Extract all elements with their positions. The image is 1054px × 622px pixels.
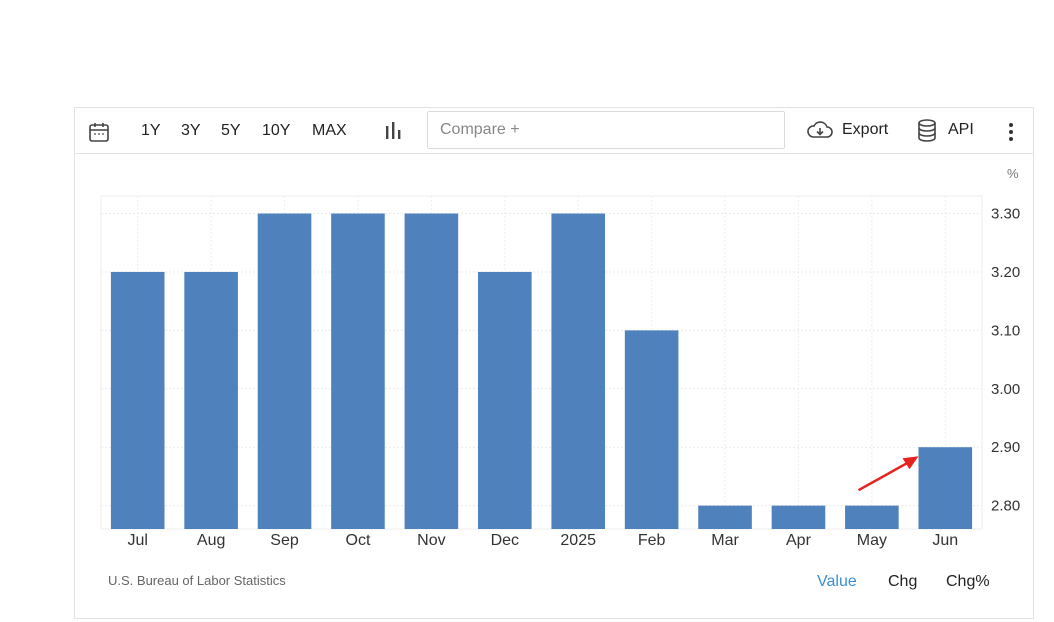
y-tick-label: 3.30	[991, 206, 1020, 223]
bar-feb	[624, 330, 679, 529]
bar-oct	[331, 213, 385, 530]
x-tick-label: Oct	[346, 532, 371, 549]
tab-chg-pct[interactable]: Chg%	[946, 573, 990, 590]
bar-aug	[184, 271, 238, 529]
arrow-head	[902, 456, 919, 470]
x-tick-label: Mar	[711, 532, 739, 549]
x-tick-label: 2025	[560, 532, 596, 549]
source-label: U.S. Bureau of Labor Statistics	[108, 573, 286, 588]
bar-sep	[257, 213, 312, 530]
bar-jul	[110, 271, 165, 529]
range-max-button[interactable]: MAX	[312, 122, 347, 139]
range-3y-button[interactable]: 3Y	[181, 122, 201, 139]
x-axis-labels: Jul Aug Sep Oct Nov Dec 2025 Feb Mar Apr May Jun	[127, 532, 958, 549]
x-tick-label: Jul	[127, 532, 147, 549]
chart-bars	[110, 213, 973, 530]
bar-2025	[551, 213, 606, 530]
x-tick-label: Jun	[932, 532, 958, 549]
api-button[interactable]: API	[948, 121, 974, 138]
y-tick-label: 3.00	[991, 381, 1020, 398]
more-vertical-icon[interactable]	[1003, 121, 1019, 148]
tab-chg[interactable]: Chg	[888, 573, 918, 590]
unit-label: %	[1007, 166, 1019, 181]
x-tick-label: Aug	[197, 532, 225, 549]
range-1y-button[interactable]: 1Y	[141, 122, 161, 139]
x-tick-label: May	[857, 532, 887, 549]
arrow-shaft	[857, 460, 912, 492]
x-tick-label: Feb	[638, 532, 666, 549]
x-tick-label: Apr	[786, 532, 812, 549]
y-tick-label: 2.80	[991, 498, 1020, 515]
bar-may	[845, 505, 899, 529]
x-tick-label: Dec	[491, 532, 519, 549]
tab-value[interactable]: Value	[817, 573, 857, 590]
bar-nov	[404, 213, 459, 530]
bar-chart-icon[interactable]	[383, 120, 405, 147]
range-5y-button[interactable]: 5Y	[221, 122, 241, 139]
bar-mar	[698, 505, 752, 529]
toolbar: 1Y 3Y 5Y 10Y MAX Compare + Export	[75, 108, 1033, 154]
y-axis-labels: 3.30 3.20 3.10 3.00 2.90 2.80	[991, 206, 1020, 515]
bar-dec	[477, 271, 532, 529]
bar-apr	[771, 505, 826, 529]
x-tick-label: Sep	[270, 532, 299, 549]
cloud-download-icon[interactable]	[805, 118, 835, 147]
range-10y-button[interactable]: 10Y	[262, 122, 291, 139]
bar-jun	[918, 447, 973, 529]
x-tick-label: Nov	[417, 532, 445, 549]
y-tick-label: 3.20	[991, 264, 1020, 281]
y-tick-label: 3.10	[991, 322, 1020, 339]
compare-input[interactable]: Compare +	[427, 111, 785, 149]
calendar-icon[interactable]	[87, 120, 111, 149]
y-tick-label: 2.90	[991, 439, 1020, 456]
plot-frame	[100, 195, 983, 530]
database-icon[interactable]	[916, 118, 938, 149]
export-button[interactable]: Export	[842, 121, 889, 138]
annotation-arrow	[857, 456, 919, 492]
